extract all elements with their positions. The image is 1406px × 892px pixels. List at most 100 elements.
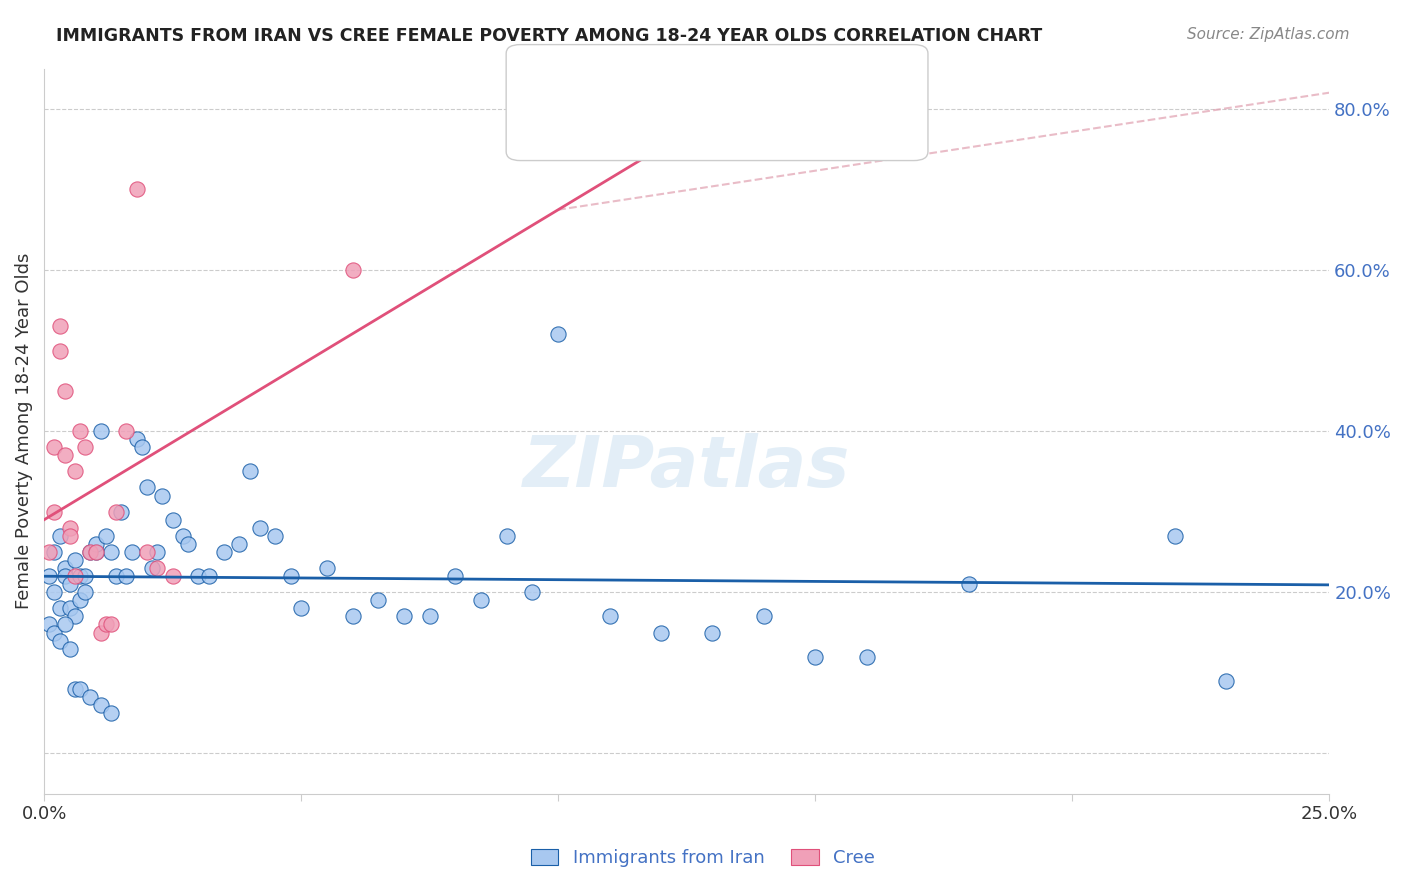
Point — [75, 569, 97, 583]
Point — [110, 505, 132, 519]
Point — [44, 440, 66, 454]
Text: ZIPatlas: ZIPatlas — [523, 433, 851, 502]
Point — [419, 609, 441, 624]
Point — [599, 609, 621, 624]
Y-axis label: Female Poverty Among 18-24 Year Olds: Female Poverty Among 18-24 Year Olds — [15, 253, 32, 609]
Point — [470, 593, 492, 607]
Point — [100, 545, 122, 559]
Point — [121, 545, 143, 559]
Point — [702, 625, 724, 640]
Point — [752, 609, 775, 624]
Point — [44, 545, 66, 559]
Point — [94, 617, 117, 632]
Point — [79, 690, 101, 704]
Point — [84, 545, 107, 559]
Point — [650, 625, 672, 640]
Point — [90, 625, 112, 640]
Point — [125, 432, 148, 446]
Point — [38, 617, 60, 632]
Point — [444, 569, 467, 583]
Point — [172, 529, 194, 543]
Point — [53, 617, 76, 632]
Point — [48, 633, 70, 648]
Point — [315, 561, 337, 575]
Point — [75, 440, 97, 454]
Point — [1164, 529, 1187, 543]
Legend: R = -0.028   N = 72, R =  0.334   N = 25: R = -0.028 N = 72, R = 0.334 N = 25 — [591, 78, 834, 146]
Point — [44, 585, 66, 599]
Point — [105, 505, 128, 519]
Point — [392, 609, 415, 624]
Point — [290, 601, 312, 615]
Point — [48, 601, 70, 615]
Point — [38, 545, 60, 559]
Point — [84, 545, 107, 559]
Point — [48, 529, 70, 543]
Point — [228, 537, 250, 551]
Point — [53, 561, 76, 575]
Point — [79, 545, 101, 559]
Point — [141, 561, 163, 575]
Point — [131, 440, 153, 454]
Point — [115, 569, 138, 583]
Point — [94, 529, 117, 543]
Point — [342, 263, 364, 277]
Text: Source: ZipAtlas.com: Source: ZipAtlas.com — [1187, 27, 1350, 42]
Point — [367, 593, 389, 607]
Point — [162, 513, 184, 527]
Point — [69, 593, 91, 607]
Point — [63, 553, 86, 567]
Point — [135, 481, 157, 495]
Point — [48, 343, 70, 358]
Point — [105, 569, 128, 583]
Point — [90, 424, 112, 438]
Point — [162, 569, 184, 583]
Point — [197, 569, 219, 583]
Point — [264, 529, 287, 543]
Point — [59, 529, 82, 543]
Point — [59, 521, 82, 535]
Point — [135, 545, 157, 559]
Point — [804, 649, 827, 664]
Point — [44, 625, 66, 640]
Point — [53, 448, 76, 462]
Point — [547, 327, 569, 342]
Point — [59, 601, 82, 615]
Point — [63, 609, 86, 624]
Point — [38, 569, 60, 583]
Text: IMMIGRANTS FROM IRAN VS CREE FEMALE POVERTY AMONG 18-24 YEAR OLDS CORRELATION CH: IMMIGRANTS FROM IRAN VS CREE FEMALE POVE… — [56, 27, 1042, 45]
Point — [44, 505, 66, 519]
Point — [150, 489, 173, 503]
Legend: Immigrants from Iran, Cree: Immigrants from Iran, Cree — [524, 841, 882, 874]
Point — [115, 424, 138, 438]
Point — [342, 609, 364, 624]
Point — [212, 545, 235, 559]
Point — [100, 706, 122, 720]
Point — [177, 537, 200, 551]
Point — [53, 569, 76, 583]
Point — [957, 577, 980, 591]
Point — [522, 585, 544, 599]
Point — [100, 617, 122, 632]
Point — [53, 384, 76, 398]
Point — [90, 698, 112, 712]
Point — [249, 521, 271, 535]
Point — [239, 464, 262, 478]
Point — [48, 319, 70, 334]
Point — [59, 577, 82, 591]
Point — [146, 545, 169, 559]
Point — [69, 569, 91, 583]
Point — [69, 681, 91, 696]
Point — [63, 569, 86, 583]
Point — [495, 529, 517, 543]
Point — [1215, 673, 1237, 688]
Point — [187, 569, 209, 583]
Point — [84, 537, 107, 551]
Point — [125, 182, 148, 196]
Point — [75, 585, 97, 599]
Point — [59, 641, 82, 656]
Point — [855, 649, 877, 664]
Point — [63, 464, 86, 478]
Point — [63, 681, 86, 696]
Point — [79, 545, 101, 559]
